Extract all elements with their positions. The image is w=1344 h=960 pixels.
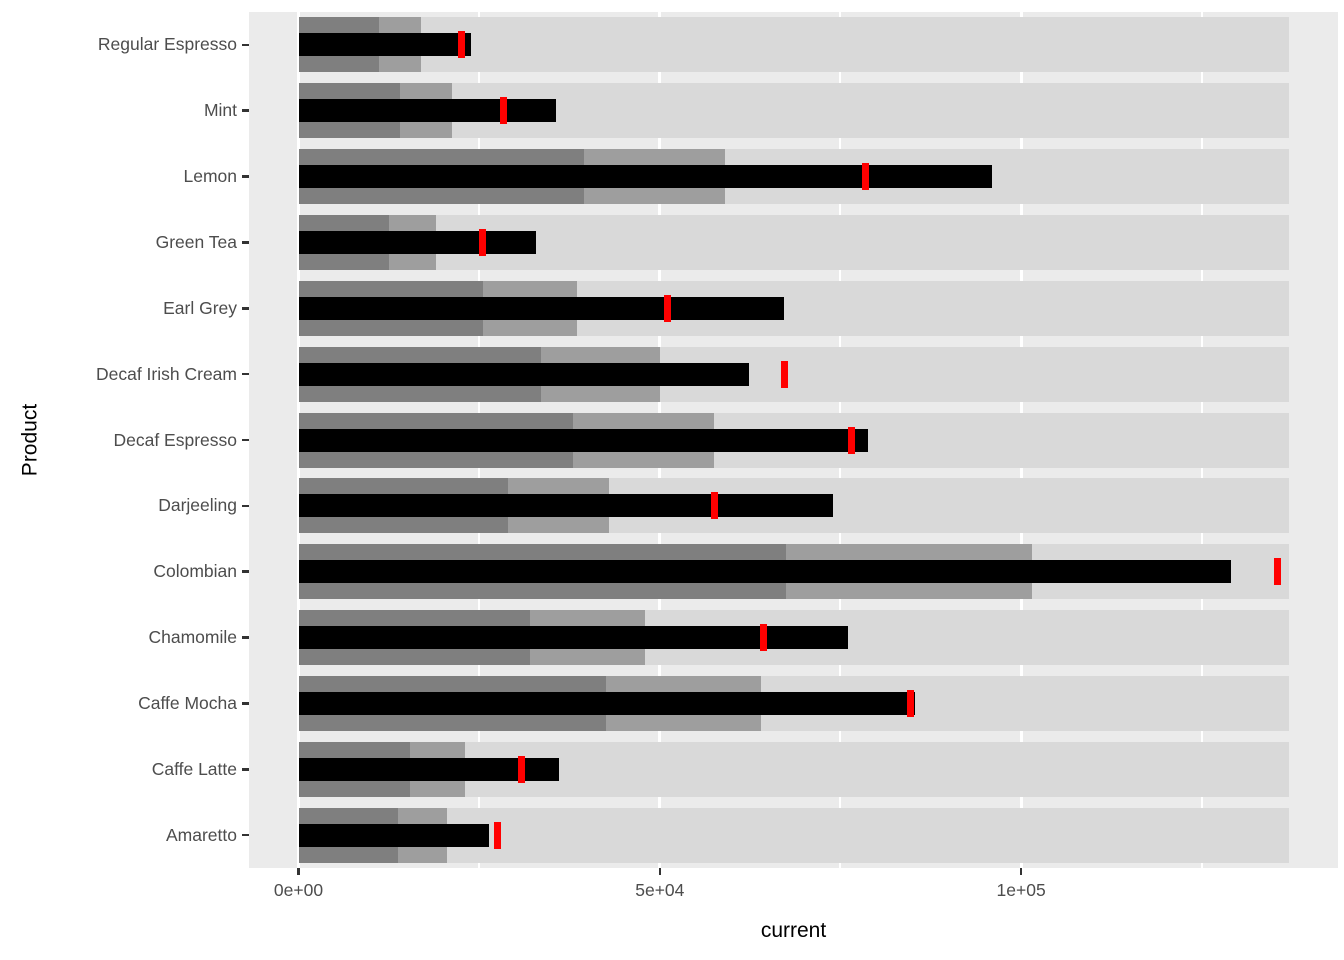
y-axis-label: Chamomile — [148, 627, 238, 648]
y-axis-label: Caffe Latte — [151, 758, 237, 779]
target-marker — [780, 360, 788, 388]
target-marker — [518, 755, 526, 783]
bullet-row — [249, 610, 1338, 666]
measure-bar — [298, 296, 785, 320]
target-marker — [759, 624, 767, 652]
measure-bar — [298, 362, 750, 386]
measure-bar — [298, 560, 1231, 584]
measure-bar — [298, 165, 993, 189]
target-marker — [500, 97, 508, 125]
measure-bar — [298, 428, 868, 452]
y-axis-label: Earl Grey — [163, 297, 237, 318]
x-axis-tick — [1019, 868, 1023, 875]
measure-bar — [298, 823, 490, 847]
measure-bar — [298, 494, 833, 518]
x-axis-tick — [658, 868, 662, 875]
y-axis-label: Decaf Espresso — [113, 429, 237, 450]
bullet-row — [249, 214, 1338, 270]
bullet-row — [249, 412, 1338, 468]
y-axis-tick — [242, 307, 249, 310]
target-marker — [862, 163, 870, 191]
x-axis-tick — [297, 868, 300, 875]
y-axis-label: Mint — [203, 100, 237, 121]
y-axis-tick — [242, 438, 249, 442]
y-axis-tick — [242, 702, 249, 705]
y-axis-label: Lemon — [183, 166, 237, 187]
measure-bar — [298, 230, 536, 254]
y-axis-tick — [242, 570, 249, 573]
target-marker — [664, 294, 672, 322]
bullet-row — [249, 675, 1338, 731]
x-axis-tick-label: 5e+04 — [635, 880, 685, 900]
bullet-row — [249, 544, 1338, 600]
bullet-row — [249, 807, 1338, 863]
y-axis-tick — [242, 109, 249, 113]
bullet-row — [249, 478, 1338, 534]
bullet-row — [249, 17, 1338, 73]
target-marker — [847, 426, 855, 454]
measure-bar — [298, 757, 559, 781]
target-marker — [907, 689, 915, 717]
y-axis-label: Green Tea — [155, 231, 237, 252]
bullet-row — [249, 741, 1338, 797]
target-marker — [478, 228, 486, 256]
y-axis-tick — [242, 767, 249, 771]
target-marker — [710, 492, 718, 520]
target-marker — [457, 31, 465, 59]
y-axis-label: Amaretto — [166, 824, 237, 845]
y-axis-tick — [242, 175, 249, 178]
y-axis-title: Product — [18, 403, 42, 477]
y-axis-tick — [242, 43, 249, 47]
measure-bar — [298, 99, 557, 123]
x-axis-tick-label: 1e+05 — [996, 880, 1046, 900]
target-marker — [1274, 558, 1282, 586]
measure-bar — [298, 626, 849, 650]
y-axis-tick — [242, 833, 249, 837]
plot-panel — [249, 12, 1338, 868]
y-axis-tick — [242, 241, 249, 244]
y-axis-label: Caffe Mocha — [138, 692, 237, 713]
x-axis-title: current — [760, 919, 827, 942]
y-axis-tick — [242, 504, 249, 508]
x-axis-tick-label: 0e+00 — [273, 880, 324, 900]
measure-bar — [298, 691, 915, 715]
y-axis-tick — [242, 372, 249, 376]
target-marker — [493, 821, 501, 849]
bullet-row — [249, 83, 1338, 139]
bullet-row — [249, 149, 1338, 205]
measure-bar — [298, 33, 472, 57]
y-axis-label: Regular Espresso — [97, 34, 237, 55]
y-axis-label: Decaf Irish Cream — [95, 363, 237, 384]
bullet-row — [249, 280, 1338, 336]
y-axis-tick — [242, 636, 249, 639]
y-axis-label: Colombian — [153, 561, 237, 582]
bullet-row — [249, 346, 1338, 402]
y-axis-label: Darjeeling — [158, 495, 237, 516]
